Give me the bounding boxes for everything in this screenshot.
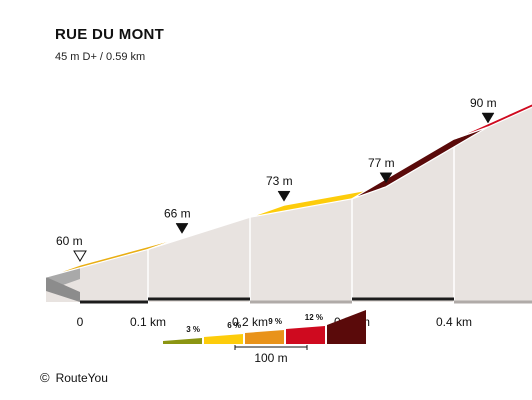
legend-scale-label: 100 m: [254, 351, 287, 365]
filled-triangle-marker-icon: [175, 223, 189, 234]
profile-start-edge: [46, 277, 80, 302]
legend-swatch: [327, 310, 366, 344]
legend-label: 6 %: [227, 321, 241, 330]
filled-triangle-marker-icon: [277, 190, 291, 202]
elevation-label: 77 m: [368, 156, 395, 170]
profile-side-wall: [46, 103, 532, 302]
elevation-label: 73 m: [266, 174, 293, 188]
x-tick-label: 0.2 km: [232, 315, 268, 329]
open-triangle-marker-icon: [73, 250, 87, 262]
x-tick-label: 0.1 km: [130, 315, 166, 329]
elevation-label: 60 m: [56, 234, 83, 248]
x-tick-label: 0: [77, 315, 84, 329]
page-subtitle: 45 m D+ / 0.59 km: [55, 51, 146, 63]
credit: © RouteYou: [40, 370, 108, 385]
elevation-label: 66 m: [164, 206, 191, 220]
page-title: RUE DU MONT: [55, 26, 165, 43]
filled-triangle-marker-icon: [379, 172, 393, 184]
filled-triangle-marker-icon: [481, 112, 495, 124]
legend-swatch: [245, 330, 284, 344]
elevation-label: 90 m: [470, 96, 497, 110]
legend-swatch: [163, 338, 202, 344]
legend-label: 12 %: [305, 313, 323, 322]
credit-text: RouteYou: [55, 371, 108, 385]
legend-label: 3 %: [186, 325, 200, 334]
copyright-icon: ©: [40, 370, 50, 385]
x-tick-label: 0.4 km: [436, 315, 472, 329]
legend-swatch: [204, 334, 243, 344]
legend-label: 9 %: [268, 317, 282, 326]
profile-segment: [453, 103, 532, 140]
legend-swatch: [286, 326, 325, 344]
